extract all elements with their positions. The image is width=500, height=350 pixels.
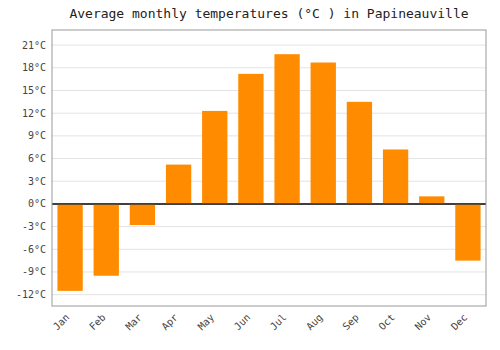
y-tick-label: -6°C (22, 244, 46, 255)
grid-line (52, 158, 486, 159)
y-tick-label: -3°C (22, 221, 46, 232)
bar (274, 54, 299, 204)
bar (419, 196, 444, 204)
bar (347, 102, 372, 204)
y-tick-label: 9°C (28, 130, 46, 141)
y-tick-label: 12°C (22, 108, 46, 119)
bar (130, 204, 155, 225)
x-tick-label: Nov (413, 312, 434, 333)
grid-line (52, 113, 486, 114)
grid-line (52, 45, 486, 46)
y-tick-label: 21°C (22, 40, 46, 51)
x-tick-label: Apr (159, 312, 180, 333)
bar (238, 74, 263, 204)
x-tick-label: May (196, 312, 217, 333)
grid-line (52, 90, 486, 91)
x-tick-label: Jan (51, 312, 72, 333)
grid-line (52, 181, 486, 182)
x-tick-label: Dec (449, 312, 470, 333)
zero-line (52, 203, 486, 205)
bar (202, 111, 227, 204)
x-tick-label: Oct (376, 312, 397, 333)
bars (57, 54, 480, 291)
chart-container: Average monthly temperatures (°C ) in Pa… (0, 0, 500, 350)
y-tick-label: -12°C (16, 289, 46, 300)
zero-line (52, 203, 486, 205)
grid-line (52, 294, 486, 295)
bar (57, 204, 82, 291)
x-tick-label: Mar (123, 312, 144, 333)
y-tick-label: -9°C (22, 266, 46, 277)
y-tick-label: 6°C (28, 153, 46, 164)
x-tick-label: Jul (268, 312, 289, 333)
bar (166, 165, 191, 204)
grid-line (52, 67, 486, 68)
bar (311, 63, 336, 204)
y-tick-label: 0°C (28, 198, 46, 209)
title: Average monthly temperatures (°C ) in Pa… (69, 6, 468, 21)
bar (94, 204, 119, 276)
y-tick-label: 18°C (22, 62, 46, 73)
x-tick-label: Aug (304, 312, 325, 333)
x-tick-label: Sep (340, 312, 361, 333)
grid-line (52, 135, 486, 136)
bar (455, 204, 480, 261)
y-tick-label: 3°C (28, 176, 46, 187)
plot-frame (52, 30, 486, 306)
chart-svg: Average monthly temperatures (°C ) in Pa… (0, 0, 500, 350)
grid (52, 45, 486, 295)
bar (383, 149, 408, 203)
y-tick-label: 15°C (22, 85, 46, 96)
x-tick-label: Feb (87, 312, 108, 333)
x-tick-label: Jun (232, 312, 253, 333)
